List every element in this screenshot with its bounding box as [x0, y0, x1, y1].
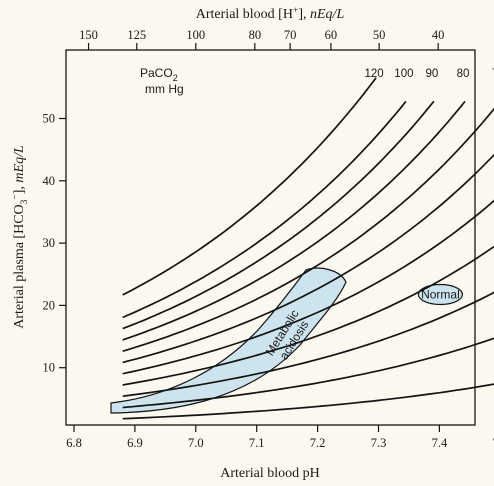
top-tick-label: 100 [186, 28, 205, 42]
normal-region [417, 283, 463, 306]
top-tick-label: 125 [127, 28, 146, 42]
y-axis-ticks: 10 20 30 40 50 [43, 112, 66, 375]
x-tick-label: 7.5 [492, 436, 494, 450]
y-tick-label: 10 [43, 361, 56, 375]
isobar-30 [122, 291, 494, 398]
x-tick-label: 7.1 [249, 436, 265, 450]
isobar-curves [122, 77, 494, 420]
isobar-label-70: 70 [492, 68, 494, 80]
isobar-20 [122, 337, 494, 409]
top-tick-label: 80 [249, 28, 262, 42]
x-tick-label: 6.8 [66, 436, 82, 450]
isobar-50 [122, 199, 494, 375]
isobar-70 [122, 107, 494, 353]
isobar-100 [122, 100, 407, 319]
isobar-90 [122, 100, 435, 330]
x-tick-label: 7.4 [432, 436, 448, 450]
isobar-label-100: 100 [394, 68, 413, 80]
pco2-header: PaCO2 [140, 66, 178, 83]
plot-frame [65, 49, 476, 426]
x-tick-label: 7.3 [371, 436, 387, 450]
top-tick-label: 60 [325, 28, 338, 42]
isobar-labels: 120100908070605040302010 [364, 68, 494, 80]
y-tick-label: 40 [43, 174, 56, 188]
top-tick-label: 40 [432, 28, 445, 42]
isobar-label-120: 120 [364, 68, 383, 80]
top-axis-title: Arterial blood [H+], nEq/L [196, 6, 345, 22]
isobar-label-80: 80 [457, 68, 470, 80]
top-tick-label: 150 [79, 28, 98, 42]
y-tick-label: 20 [43, 298, 56, 312]
y-tick-label: 50 [43, 112, 56, 126]
isobar-40 [122, 245, 494, 386]
isobar-10 [122, 383, 494, 420]
isobar-60 [122, 153, 494, 364]
x-tick-label: 7.2 [310, 436, 326, 450]
top-tick-label: 70 [284, 28, 297, 42]
x-axis-title: Arterial blood pH [220, 466, 320, 481]
top-axis-ticks: 15012510080706050403020 [79, 28, 445, 50]
metabolic-acidosis-region [110, 267, 347, 414]
pco2-units: mm Hg [145, 82, 184, 96]
isobar-label-90: 90 [426, 68, 439, 80]
x-tick-label: 7.0 [188, 436, 204, 450]
x-tick-label: 6.9 [127, 436, 143, 450]
y-axis-title: Arterial plasma [HCO3−], mEq/L [11, 145, 30, 329]
isobar-120 [122, 77, 377, 296]
isobar-80 [122, 100, 466, 341]
top-tick-label: 50 [373, 28, 386, 42]
x-axis-ticks: 6.86.97.07.17.27.37.47.57.67.7 [66, 425, 494, 450]
y-tick-label: 30 [43, 236, 56, 250]
normal-label: Normal [421, 287, 460, 301]
